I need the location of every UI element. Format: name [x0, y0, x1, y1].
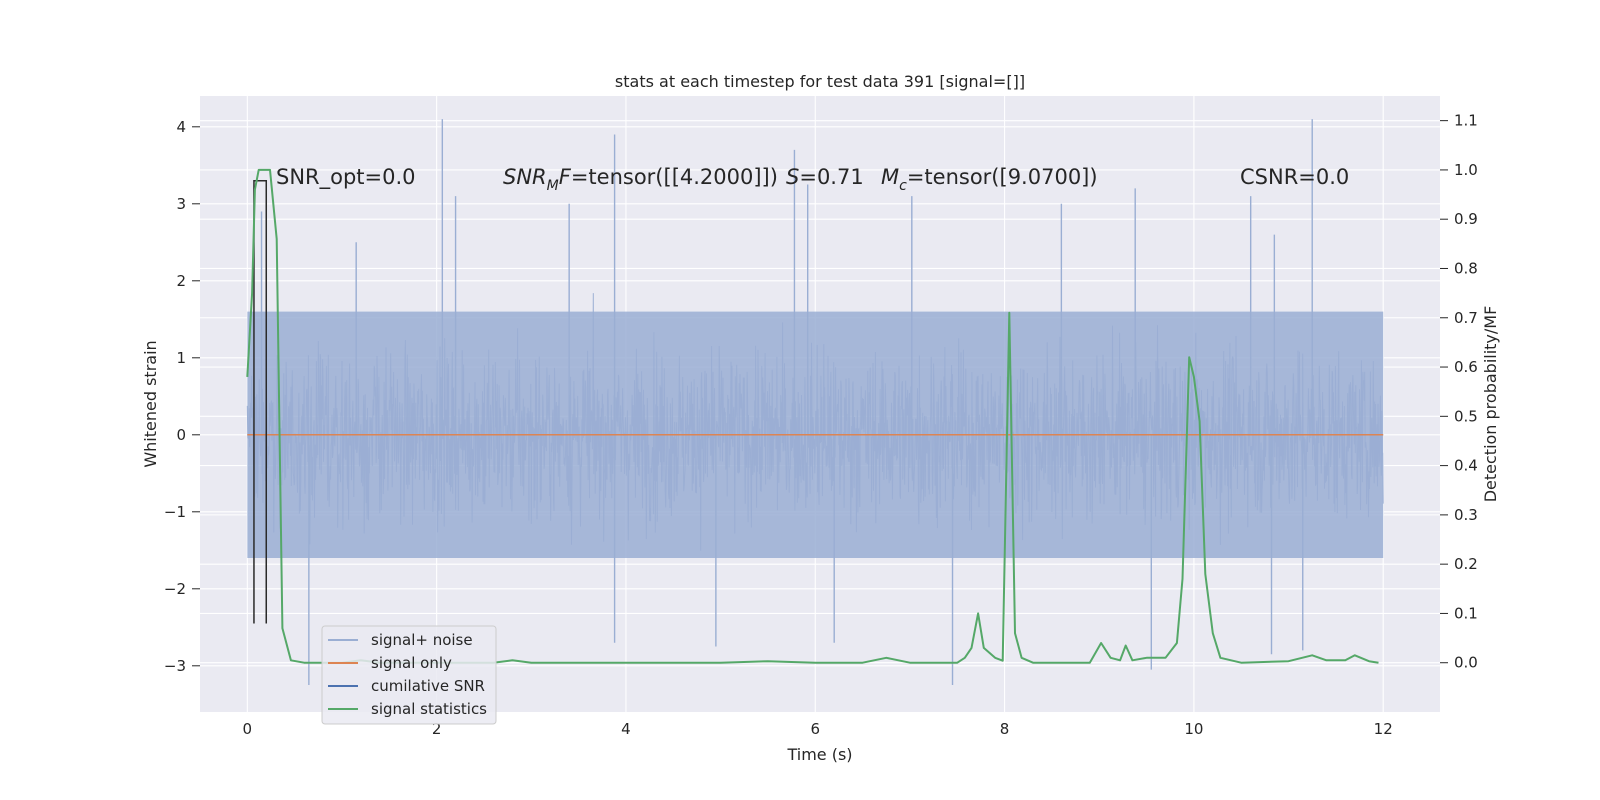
y2-tick-label: 0.1	[1454, 604, 1478, 622]
annotation-mc: Mc=tensor([9.0700])	[881, 165, 1098, 194]
y-axis-label: Whitened strain	[141, 340, 160, 467]
x-tick-label: 6	[810, 720, 820, 738]
y2-tick-label: 0.8	[1454, 259, 1478, 277]
series-cumulative-marker	[253, 179, 268, 624]
legend-box	[321, 625, 497, 725]
y-tick-label: 0	[176, 426, 186, 444]
x-axis-label: Time (s)	[786, 745, 852, 764]
y2-tick-label: 0.7	[1454, 309, 1478, 327]
x-tick-label: 4	[621, 720, 631, 738]
x-tick-label: 2	[432, 720, 442, 738]
y-tick-label: −2	[164, 580, 186, 598]
legend-label-cumulative-snr: cumilative SNR	[371, 677, 485, 695]
chart-title: stats at each timestep for test data 391…	[615, 72, 1025, 91]
y-tick-label: 3	[176, 195, 186, 213]
legend-label-signal-noise: signal+ noise	[371, 631, 473, 649]
y2-tick-label: 0.6	[1454, 358, 1478, 376]
y2-tick-label: 0.4	[1454, 457, 1478, 475]
tick-layer: 0 2 4 6 8 10 1243210−1−2−31.11.00.90.80.70.60.…	[164, 112, 1478, 738]
series-layer	[246, 119, 1384, 686]
y2-tick-label: 1.0	[1454, 161, 1478, 179]
y2-tick-label: 1.1	[1454, 112, 1478, 130]
y-tick-label: 1	[176, 349, 186, 367]
y2-tick-label: 0.0	[1454, 654, 1478, 672]
annotation-s: S=0.71	[786, 165, 864, 189]
y-tick-label: 4	[176, 118, 186, 136]
annotation-snr-opt: SNR_opt=0.0	[276, 165, 416, 190]
y2-tick-label: 0.2	[1454, 555, 1478, 573]
legend-label-signal-only: signal only	[371, 654, 452, 672]
y-tick-label: 2	[176, 272, 186, 290]
x-tick-label: 10	[1184, 720, 1203, 738]
legend: signal+ noise signal only cumilative SNR…	[321, 625, 497, 725]
y2-tick-label: 0.5	[1454, 407, 1478, 425]
y2-axis-label: Detection probability/MF	[1481, 306, 1500, 503]
y-tick-label: −1	[164, 503, 186, 521]
annotations: SNR_opt=0.0 SNRMF=tensor([[4.2000]]) S=0…	[276, 165, 1349, 194]
y-tick-label: −3	[164, 657, 186, 675]
x-tick-label: 8	[1000, 720, 1010, 738]
legend-label-signal-statistics: signal statistics	[371, 700, 487, 718]
annotation-csnr: CSNR=0.0	[1240, 165, 1349, 189]
x-tick-label: 12	[1374, 720, 1393, 738]
y2-tick-label: 0.3	[1454, 506, 1478, 524]
annotation-snr-mf: SNRMF=tensor([[4.2000]])	[503, 165, 778, 194]
y2-tick-label: 0.9	[1454, 210, 1478, 228]
x-tick-label: 0	[243, 720, 253, 738]
